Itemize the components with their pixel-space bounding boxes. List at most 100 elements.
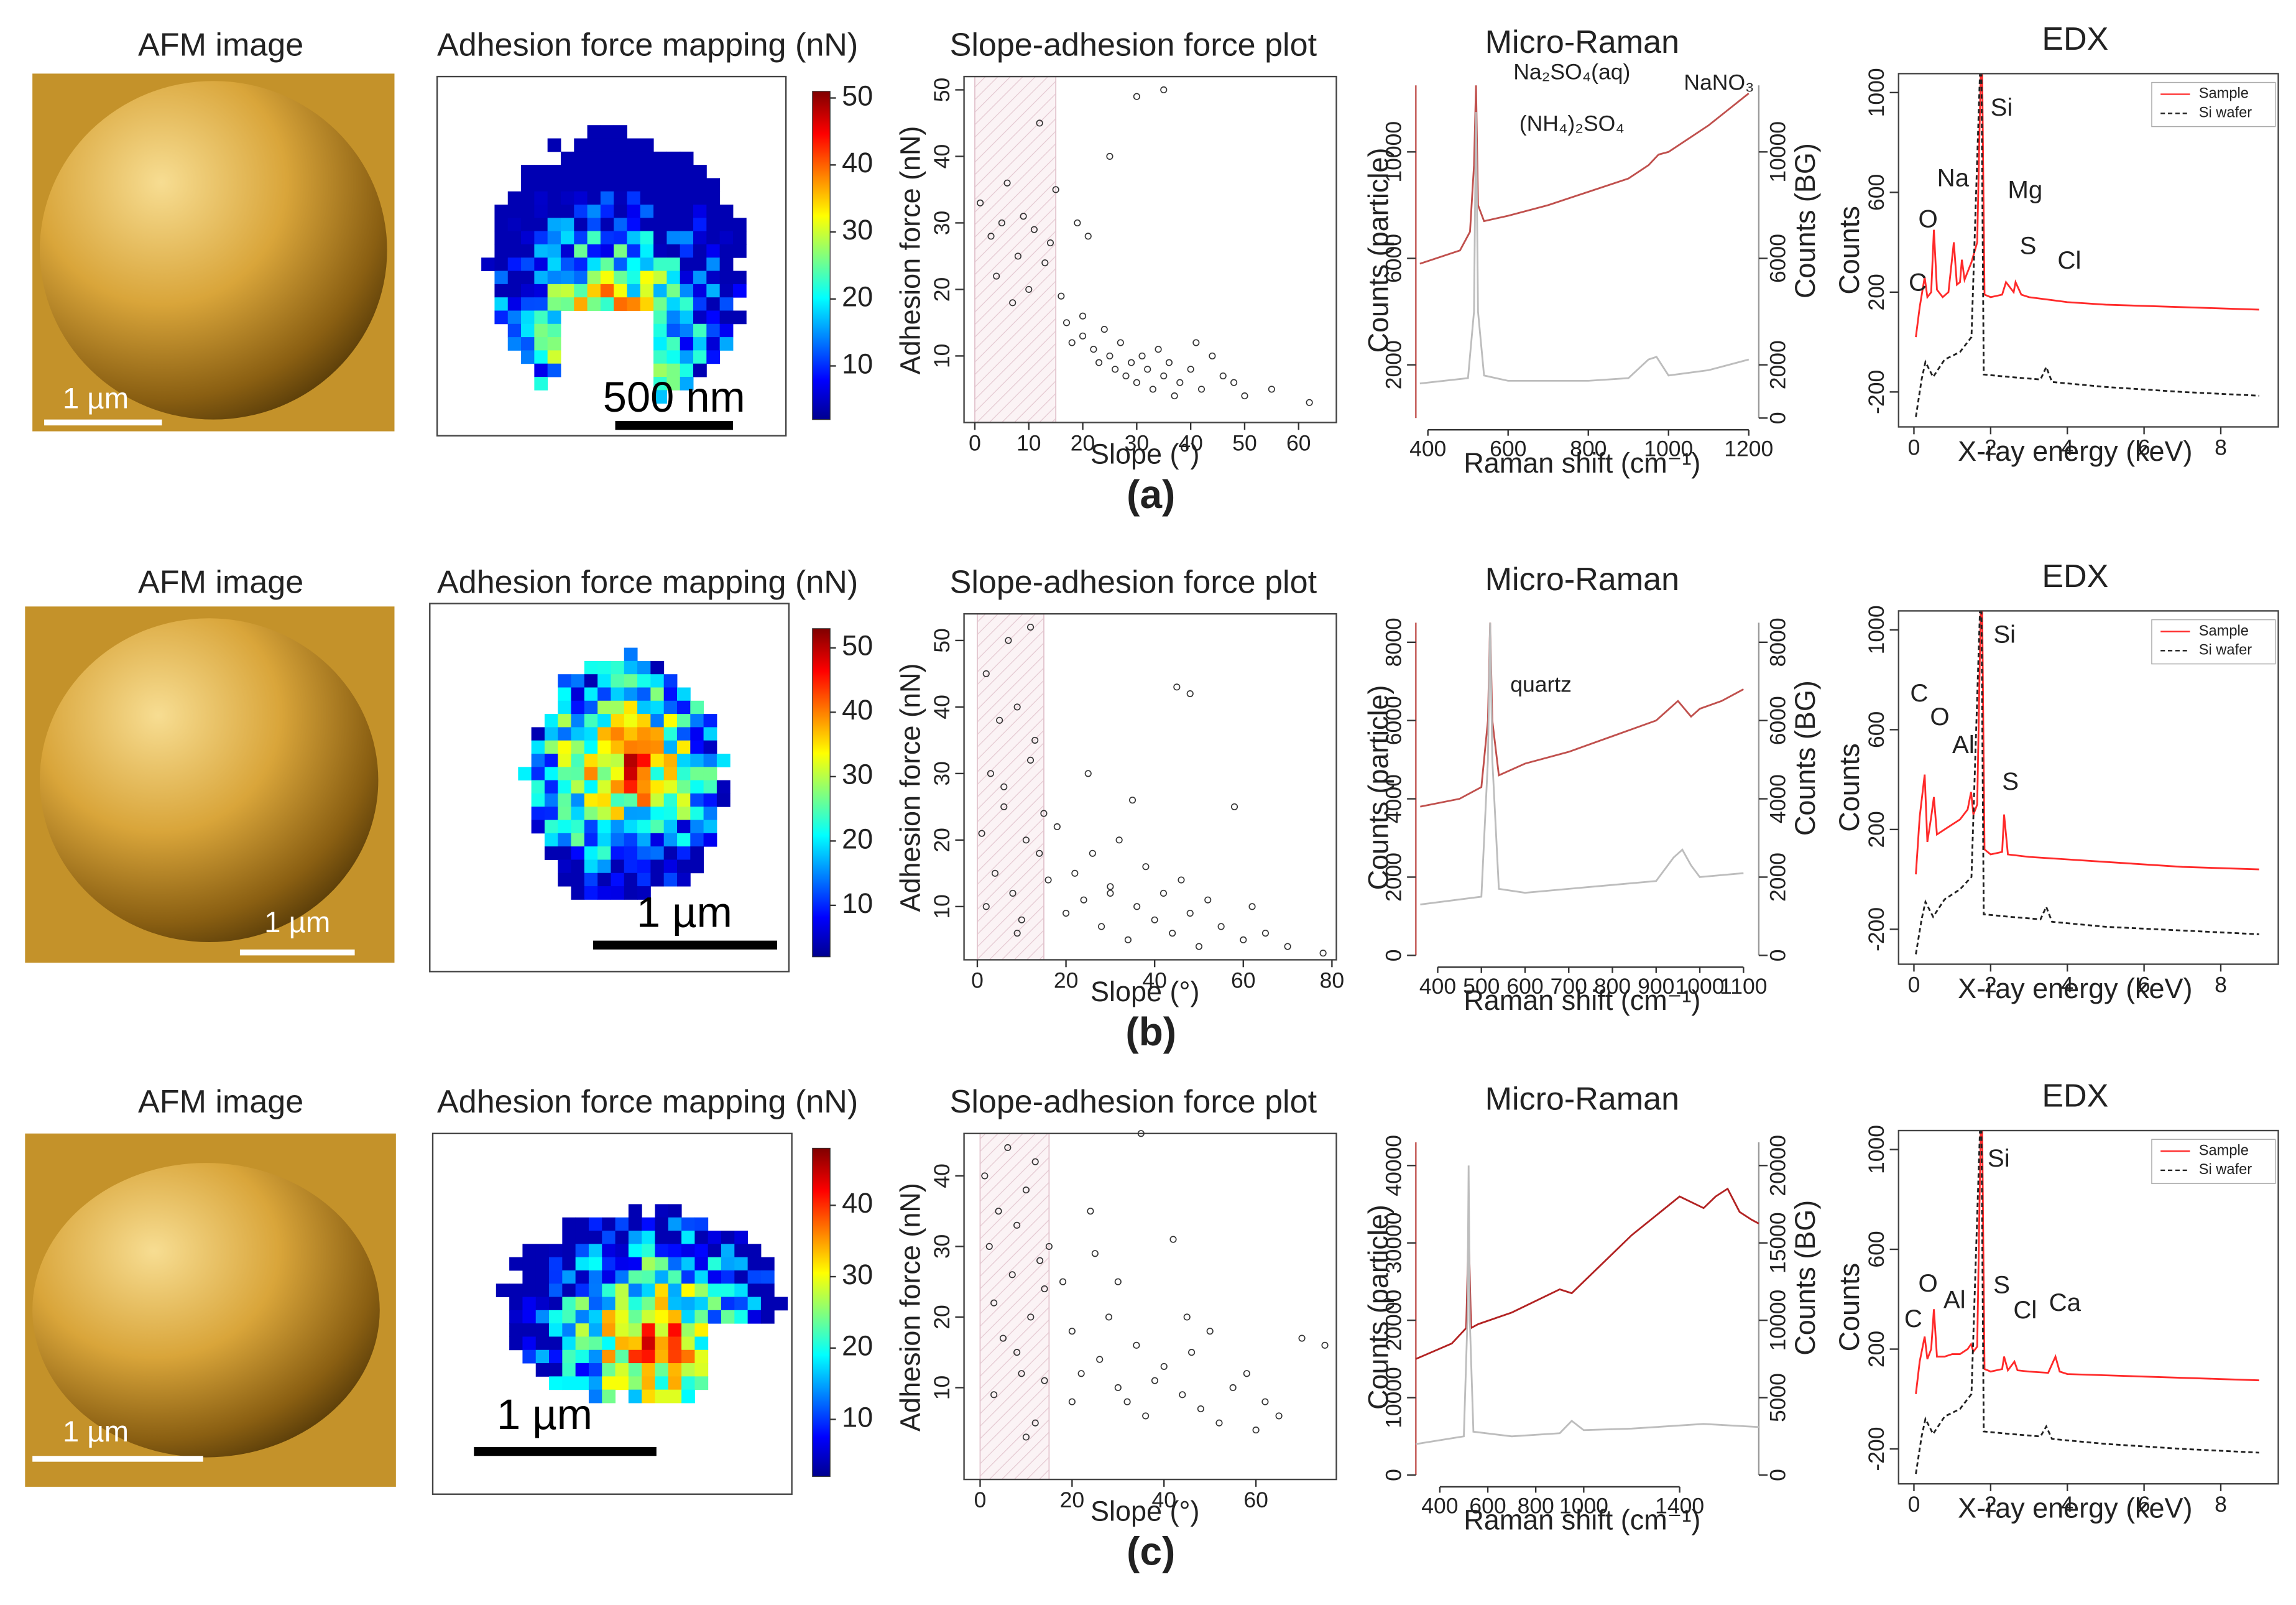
map-cell xyxy=(560,271,574,285)
map-cell xyxy=(600,271,614,285)
x-tick-label: 600 xyxy=(1490,437,1526,461)
y-tick-label: 0 xyxy=(1381,1469,1406,1481)
map-cell xyxy=(624,859,638,874)
map-cell xyxy=(522,1323,537,1337)
map-cell xyxy=(637,754,651,767)
map-cell xyxy=(706,205,721,218)
map-cell xyxy=(627,138,641,152)
map-cell xyxy=(602,1231,616,1244)
scatter-point xyxy=(978,830,985,837)
map-cell xyxy=(663,674,678,688)
scatter-point xyxy=(977,199,984,206)
scatter-point xyxy=(1117,339,1124,346)
map-cell xyxy=(719,297,734,311)
map-cell xyxy=(534,350,548,364)
map-cell xyxy=(575,1231,589,1244)
element-label: Si xyxy=(1991,93,2013,121)
element-label: S xyxy=(2020,231,2037,259)
map-cell xyxy=(574,297,588,311)
map-cell xyxy=(571,793,585,807)
y-tick-label: -200 xyxy=(1864,370,1889,414)
map-cell xyxy=(668,1336,682,1351)
colorbar-label: 40 xyxy=(842,694,873,726)
scatter-point xyxy=(982,903,990,910)
map-cell xyxy=(655,1323,669,1337)
scatter-point xyxy=(1036,119,1043,127)
scatter-point xyxy=(1169,1236,1177,1243)
element-label: Al xyxy=(1952,731,1975,759)
map-cell xyxy=(597,674,611,688)
panel-title: Slope-adhesion force plot xyxy=(950,27,1317,63)
y-tick-label: 50 xyxy=(929,78,954,102)
map-cell xyxy=(708,1244,722,1258)
map-cell xyxy=(584,740,598,754)
map-cell xyxy=(509,1284,523,1298)
map-cell xyxy=(574,218,588,232)
scatter-point xyxy=(1319,950,1327,957)
map-cell xyxy=(624,767,638,781)
map-cell xyxy=(624,714,638,728)
map-cell xyxy=(558,872,572,887)
map-cell xyxy=(637,687,651,701)
scatter-point xyxy=(1026,623,1035,631)
map-cell xyxy=(535,1257,550,1271)
map-cell xyxy=(706,257,721,272)
map-cell xyxy=(624,740,638,754)
map-cell xyxy=(732,271,747,285)
map-cell xyxy=(642,1231,655,1244)
map-cell xyxy=(531,780,545,794)
map-cell xyxy=(547,218,561,232)
scatter-point xyxy=(1188,1349,1196,1356)
map-cell xyxy=(571,807,585,821)
scatter-point xyxy=(1321,1341,1329,1349)
map-cell xyxy=(509,1297,523,1311)
map-cell xyxy=(716,780,731,794)
map-cell xyxy=(693,218,707,232)
map-cell xyxy=(560,284,574,298)
map-cell xyxy=(602,1349,616,1364)
map-cell xyxy=(562,1323,576,1337)
map-cell xyxy=(522,1284,537,1298)
y-tick-label: 50 xyxy=(929,628,954,653)
x-tick-label: 8 xyxy=(2215,1492,2227,1517)
map-cell xyxy=(681,1284,695,1298)
map-cell xyxy=(655,1270,669,1284)
map-cell xyxy=(666,377,681,391)
map-cell xyxy=(535,1349,550,1364)
map-cell xyxy=(574,178,588,192)
y-tick-label: 20000 xyxy=(1765,1135,1790,1196)
map-cell xyxy=(703,820,717,834)
plot-frame xyxy=(963,1132,1337,1481)
map-cell xyxy=(681,1363,695,1377)
x-axis-label: Slope (°) xyxy=(1090,976,1199,1007)
map-cell xyxy=(637,714,651,728)
map-cell xyxy=(496,1284,510,1298)
map-cell xyxy=(587,125,601,139)
map-cell xyxy=(693,244,707,258)
map-cell xyxy=(549,1323,563,1337)
map-cell xyxy=(690,859,704,874)
y-tick-label: 6000 xyxy=(1765,234,1790,283)
map-cell xyxy=(615,1376,629,1390)
map-cell xyxy=(547,231,561,245)
y-tick-label: 10 xyxy=(929,1376,954,1400)
map-cell xyxy=(534,337,548,351)
plot-frame xyxy=(963,75,1337,423)
map-cell xyxy=(575,1349,589,1364)
map-cell xyxy=(602,1310,616,1324)
map-cell xyxy=(507,244,522,258)
map-cell xyxy=(587,191,601,205)
map-cell xyxy=(747,1257,762,1271)
map-cell xyxy=(584,700,598,715)
spectrum-line xyxy=(1915,611,2259,875)
map-cell xyxy=(694,1270,709,1284)
map-cell xyxy=(531,767,545,781)
map-cell xyxy=(571,846,585,860)
map-cell xyxy=(642,1336,655,1351)
map-cell xyxy=(628,1284,642,1298)
scatter-point xyxy=(1084,233,1092,240)
map-cell xyxy=(507,323,522,338)
map-cell xyxy=(690,820,704,834)
map-cell xyxy=(627,271,641,285)
map-cell xyxy=(547,257,561,272)
